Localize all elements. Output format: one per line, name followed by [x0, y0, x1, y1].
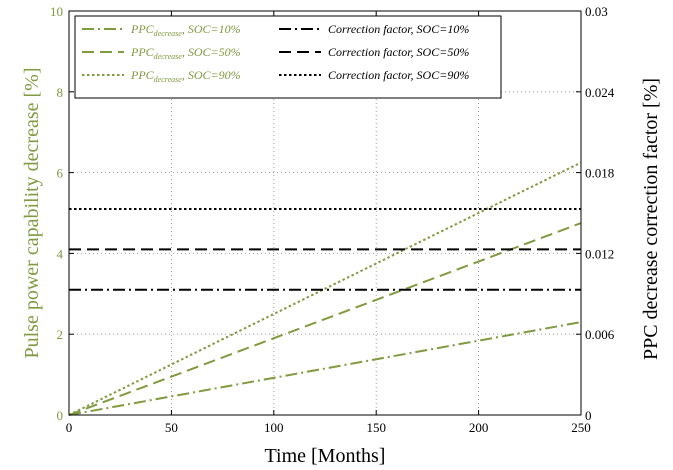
left-y-tick-label: 4 [57, 246, 64, 261]
series-line-2 [68, 222, 582, 416]
plot-frame [68, 10, 582, 416]
right-y-tick-label: 0.018 [585, 166, 614, 181]
x-tick-label: 150 [366, 420, 386, 435]
legend-entry-label: Correction factor, SOC=90% [328, 68, 469, 82]
legend-entry-label: PPCdecrease, SOC=10% [130, 22, 241, 38]
left-y-axis: 0 2 4 6 8 10 [50, 4, 74, 423]
x-tick-label: 100 [264, 420, 284, 435]
series-line-3 [68, 161, 582, 416]
legend: PPCdecrease, SOC=10% PPCdecrease, SOC=50%… [74, 15, 502, 99]
x-tick-label: 50 [165, 420, 178, 435]
x-axis: 0 50 100 150 200 250 [66, 11, 591, 435]
series-line-1 [68, 321, 582, 416]
right-y-tick-label: 0 [585, 408, 592, 423]
right-y-tick-label: 0.006 [585, 327, 615, 342]
legend-entry-label: Correction factor, SOC=50% [328, 45, 469, 59]
x-tick-label: 250 [571, 420, 591, 435]
right-y-tick-label: 0.024 [585, 85, 615, 100]
legend-entry-label: Correction factor, SOC=10% [328, 22, 469, 36]
right-y-tick-label: 0.012 [585, 246, 614, 261]
series-layer [68, 161, 582, 416]
left-y-tick-label: 6 [57, 166, 64, 181]
left-y-tick-label: 8 [57, 85, 64, 100]
left-y-tick-label: 0 [57, 408, 64, 423]
x-tick-label: 200 [469, 420, 489, 435]
x-axis-label: Time [Months] [265, 445, 386, 467]
legend-entry-label: PPCdecrease, SOC=50% [130, 45, 241, 61]
right-y-axis-label: PPC decrease correction factor [%] [640, 78, 662, 360]
right-y-tick-label: 0.03 [585, 4, 608, 19]
left-y-axis-label: Pulse power capability decrease [%] [21, 68, 43, 359]
legend-entry-label: PPCdecrease, SOC=90% [130, 68, 241, 84]
left-y-tick-label: 10 [50, 4, 63, 19]
left-y-tick-label: 2 [57, 327, 64, 342]
x-tick-label: 0 [66, 420, 73, 435]
right-y-axis: 0 0.006 0.012 0.018 0.024 0.03 [576, 4, 615, 423]
